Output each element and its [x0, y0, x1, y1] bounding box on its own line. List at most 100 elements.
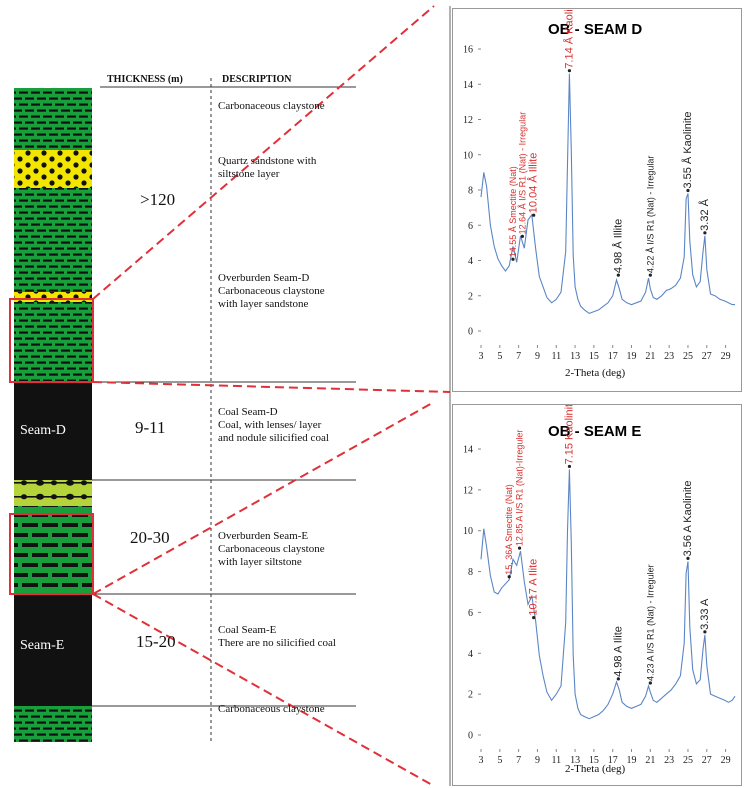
y-tick-label: 12 — [463, 115, 473, 126]
chart-title-seam-e: OB - SEAM E — [548, 423, 642, 440]
x-tick-label: 19 — [627, 755, 637, 766]
peak-marker — [507, 575, 511, 579]
x-tick-label: 13 — [570, 755, 580, 766]
peak-label: 4.98 Å Illite — [611, 219, 624, 273]
xrd-chart-seam-d: 0 2 4 6 8 10 12 14 16 3 5 7 9 11 13 15 17 19 21 23 25 27 29 14.… — [463, 9, 735, 362]
peak-label: 7.15 Kaolinite — [563, 405, 575, 464]
y-tick-label: 6 — [468, 221, 473, 232]
y-tick-label: 10 — [463, 526, 473, 537]
y-tick-label: 6 — [468, 608, 473, 619]
header-description: DESCRIPTION — [222, 74, 292, 85]
x-tick-label: 25 — [683, 351, 693, 362]
x-tick-label: 27 — [702, 351, 712, 362]
peak-marker — [648, 681, 652, 685]
x-tick-label: 21 — [645, 351, 655, 362]
x-tick-label: 25 — [683, 755, 693, 766]
peak-marker — [532, 616, 536, 620]
seam-d-label: Seam-D — [20, 423, 66, 438]
x-tick-label: 29 — [721, 351, 731, 362]
x-tick-label: 5 — [497, 351, 502, 362]
peak-marker — [517, 546, 522, 550]
x-tick-label: 17 — [608, 755, 618, 766]
peak-label: 7.14 Å Kaolinite — [562, 9, 575, 69]
desc-sandstone: Quartz sandstone with siltstone layer — [218, 155, 317, 180]
x-tick-label: 27 — [702, 755, 712, 766]
peak-marker — [616, 273, 620, 277]
peak-marker — [686, 188, 690, 193]
y-tick-label: 10 — [463, 150, 473, 161]
x-tick-label: 5 — [497, 755, 502, 766]
layer-claystone-bottom — [14, 706, 92, 742]
y-tick-label: 0 — [468, 327, 473, 338]
x-tick-label: 15 — [589, 755, 599, 766]
peak-label: 14.55 Å Smectite (Nat) — [508, 166, 518, 257]
highlight-box-e — [9, 513, 94, 595]
layer-siltstone — [14, 480, 92, 506]
x-tick-label: 29 — [721, 755, 731, 766]
xrd-panel-seam-d: OB - SEAM D 0 2 4 6 8 10 12 14 16 3 5 7 9 11 13 15 17 19 2… — [452, 8, 742, 392]
desc-ob-e: Overburden Seam-E Carbonaceous claystone… — [218, 530, 325, 568]
y-tick-label: 12 — [463, 485, 473, 496]
x-tick-label: 9 — [535, 351, 540, 362]
xrd-panel-seam-e: OB - SEAM E 0 2 4 6 8 10 12 14 3 5 7 9 11 13 15 17 19 21 2… — [452, 404, 742, 786]
desc-bottom: Carbonaceous claystone — [218, 703, 325, 715]
xlabel-seam-d: 2-Theta (deg) — [565, 367, 626, 379]
x-tick-label: 13 — [570, 351, 580, 362]
thickness-top: >120 — [140, 190, 176, 209]
peak-label: 4.23 A I/S R1 (Nat) - Irreguler — [645, 564, 655, 681]
y-tick-label: 14 — [463, 445, 473, 456]
layer-claystone-overburden-d — [14, 188, 92, 292]
peak-marker — [511, 257, 515, 261]
x-tick-label: 17 — [608, 351, 618, 362]
layer-claystone-overburden-e — [14, 506, 92, 594]
peak-marker — [703, 630, 707, 634]
y-tick-label: 2 — [468, 291, 473, 302]
xrd-trace-line — [480, 73, 735, 315]
y-tick-label: 8 — [468, 567, 473, 578]
x-tick-label: 11 — [551, 351, 561, 362]
peak-marker — [686, 556, 690, 560]
seam-e-label: Seam-E — [20, 638, 65, 653]
x-tick-label: 19 — [627, 351, 637, 362]
layer-claystone-top — [14, 88, 92, 150]
peak-marker — [532, 213, 536, 217]
layer-coal-seam-e — [14, 594, 92, 706]
x-tick-label: 23 — [664, 351, 674, 362]
x-tick-label: 3 — [479, 755, 484, 766]
y-tick-label: 8 — [468, 186, 473, 197]
x-tick-label: 3 — [479, 351, 484, 362]
peak-label: 10.17 A Ilite — [528, 559, 540, 616]
layer-coal-seam-d — [14, 382, 92, 480]
peak-marker — [616, 677, 620, 681]
peak-label: 4.22 Å I/S R1 (Nat) - Irregular — [645, 156, 655, 274]
peak-label: 12.64 Å I/S R1 (Nat) - Irregular — [517, 112, 527, 235]
y-tick-label: 14 — [463, 80, 473, 91]
thickness-seam-d: 9-11 — [135, 418, 166, 437]
peak-label: 3.56 A Kaolinite — [682, 481, 694, 557]
xrd-trace-line — [480, 469, 736, 720]
layer-sandstone-thin — [14, 292, 92, 302]
desc-seam-e: Coal Seam-E There are no silicified coal — [218, 624, 336, 649]
x-tick-label: 7 — [516, 351, 521, 362]
x-tick-label: 23 — [664, 755, 674, 766]
y-tick-label: 2 — [468, 690, 473, 701]
peak-label: 15, 36A Smectite (Nat) — [504, 484, 514, 575]
peak-marker — [520, 234, 524, 238]
x-tick-label: 9 — [535, 755, 540, 766]
peak-label: 3.55 Å Kaolinite — [681, 111, 694, 188]
thickness-seam-e: 15-20 — [136, 632, 176, 651]
peak-label: 12.85 A I/S R1 (Nat)-Irreguler — [515, 430, 525, 547]
desc-top: Carbonaceous claystone — [218, 100, 325, 112]
layer-claystone-ob-d-lower — [14, 302, 92, 382]
desc-seam-d: Coal Seam-D Coal, with lenses/ layer and… — [218, 406, 329, 444]
peak-marker — [648, 273, 652, 277]
desc-ob-d: Overburden Seam-D Carbonaceous claystone… — [218, 272, 325, 310]
xlabel-seam-e: 2-Theta (deg) — [565, 763, 626, 775]
peak-marker — [567, 69, 572, 73]
peak-label: 3.33 A — [699, 598, 711, 630]
thickness-ob-e: 20-30 — [130, 528, 170, 547]
xrd-chart-seam-e: 0 2 4 6 8 10 12 14 3 5 7 9 11 13 15 17 19 21 23 25 27 29 15, 3… — [463, 405, 736, 766]
chart-title-seam-d: OB - SEAM D — [548, 21, 643, 38]
